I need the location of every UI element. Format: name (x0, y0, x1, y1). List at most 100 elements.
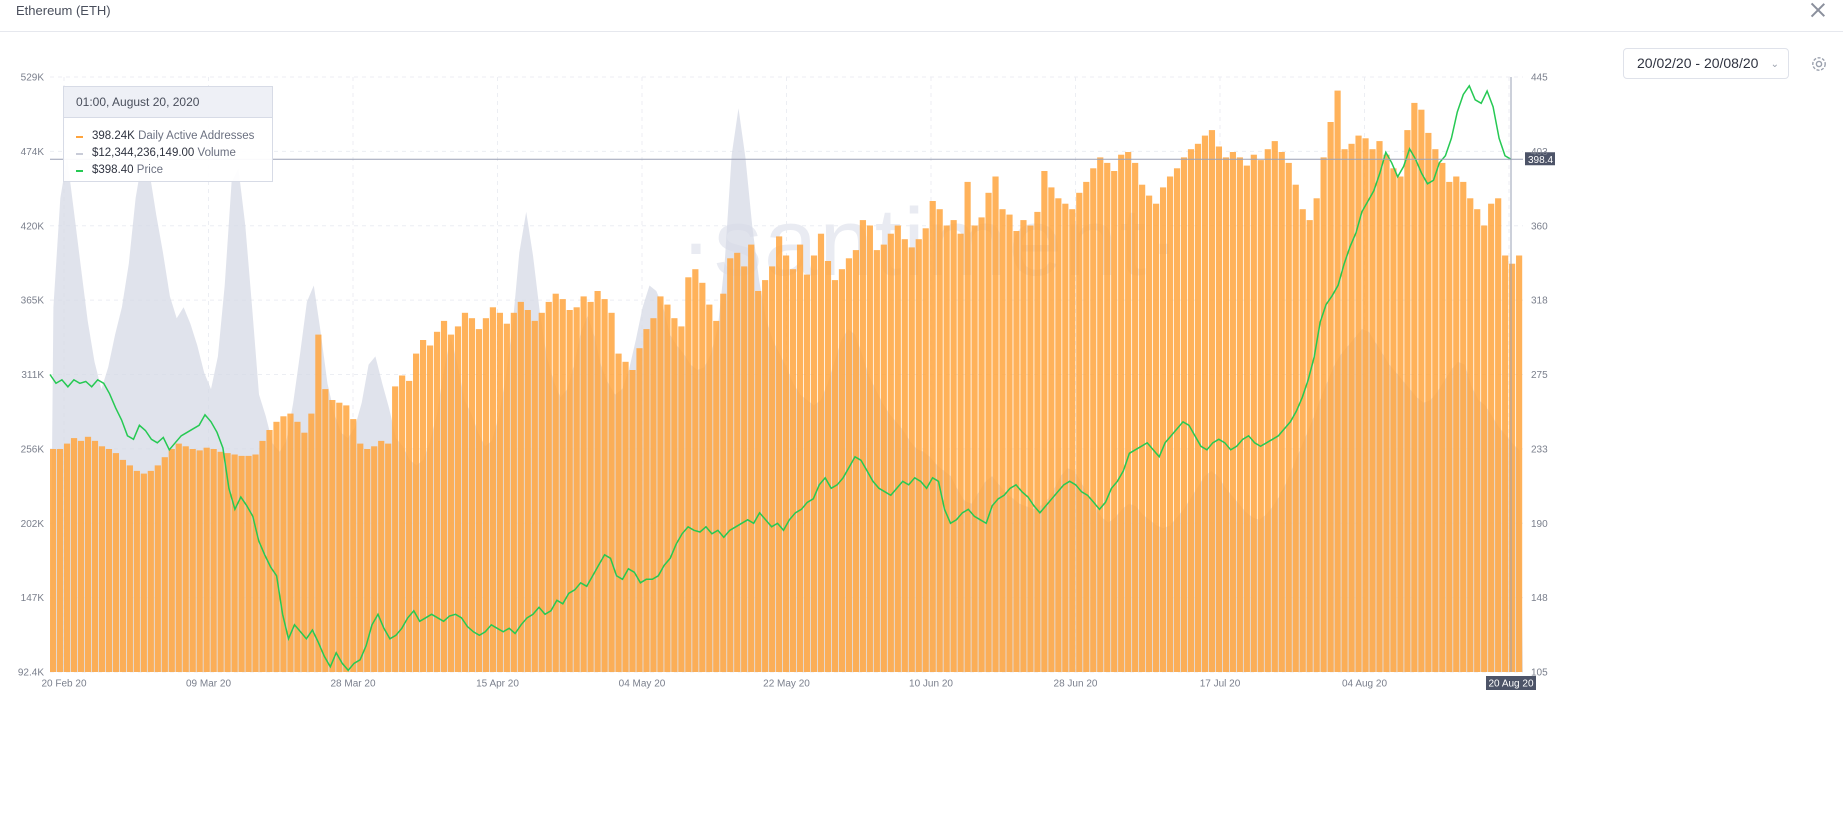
bar (433, 331, 441, 672)
bar (1418, 109, 1425, 672)
y-left-tick-label: 529K (21, 73, 45, 84)
bar (803, 274, 811, 672)
bar (573, 307, 580, 672)
bar (985, 192, 992, 673)
bar (769, 266, 776, 672)
bar (594, 291, 601, 672)
price-series (49, 84, 1512, 672)
bar (1027, 225, 1034, 672)
bar (1118, 154, 1125, 672)
bar (671, 318, 678, 672)
bar (838, 269, 846, 672)
tooltip-value: 398.24K (92, 130, 135, 142)
bar (378, 440, 385, 672)
bar (364, 449, 371, 672)
bar (1390, 168, 1397, 673)
bar (1139, 184, 1146, 672)
bar (608, 312, 615, 672)
bar (1271, 141, 1278, 673)
bar (1467, 198, 1474, 673)
bar (1020, 220, 1027, 672)
bar (1446, 181, 1453, 672)
bar (999, 209, 1006, 672)
y-right-tick-label: 445 (1531, 73, 1548, 84)
y-axis-right: 445 403 360 318 275 233 190 148 105 (1531, 73, 1548, 679)
y-left-tick-label: 365K (21, 296, 45, 307)
bar (1111, 171, 1118, 672)
bar (1041, 171, 1048, 672)
bar (98, 446, 106, 672)
bar (538, 312, 545, 672)
bar (524, 310, 531, 672)
x-tick-label: 28 Jun 20 (1054, 679, 1098, 690)
x-current-date-badge (1486, 676, 1536, 690)
bar (859, 220, 866, 672)
tooltip-series-name: Price (136, 164, 163, 176)
bar (566, 310, 573, 672)
x-tick-label: 22 May 20 (763, 679, 810, 690)
x-tick-label: 09 Mar 20 (186, 679, 231, 690)
chevron-down-icon: ⌄ (1770, 59, 1779, 70)
bar (1076, 192, 1083, 673)
bar (385, 443, 392, 672)
bar (399, 375, 406, 672)
bar (280, 416, 287, 672)
y-right-tick-label: 275 (1531, 370, 1548, 381)
bar (1376, 141, 1383, 673)
bar (601, 299, 608, 672)
bar (734, 252, 741, 673)
bar (489, 307, 496, 672)
bar (699, 282, 706, 672)
bar (657, 296, 664, 672)
bar (950, 220, 957, 672)
y-right-tick-label: 148 (1531, 593, 1548, 604)
bar (559, 299, 566, 672)
y-right-tick-label: 360 (1531, 221, 1548, 232)
bar (475, 329, 483, 672)
bar (454, 326, 462, 672)
tooltip-row-daa: 398.24K Daily Active Addresses (64, 128, 272, 145)
bar (1229, 152, 1236, 672)
bar (1348, 143, 1355, 673)
bar (852, 250, 859, 672)
bar (1278, 152, 1285, 672)
date-range-picker[interactable]: 20/02/20 - 20/08/20 ⌄ (1623, 48, 1789, 79)
bar (1153, 203, 1160, 672)
bar (315, 334, 322, 672)
bar (91, 440, 99, 672)
bar (426, 345, 434, 672)
bar (224, 453, 231, 672)
bar (63, 443, 71, 672)
bar (1404, 130, 1411, 673)
bar (776, 236, 783, 672)
bar (1222, 157, 1229, 672)
bar (1055, 198, 1062, 673)
bar (1481, 225, 1488, 672)
bar (643, 329, 650, 672)
x-axis: 20 Feb 20 09 Mar 20 28 Mar 20 15 Apr 20 04 M… (41, 676, 1536, 690)
x-tick-label: 15 Apr 20 (476, 679, 519, 690)
bar (943, 225, 950, 672)
bar (1299, 209, 1306, 672)
bar (105, 449, 113, 672)
bar (1034, 211, 1041, 672)
bar (622, 361, 629, 672)
bar (1166, 176, 1174, 672)
gear-icon[interactable] (1808, 53, 1830, 75)
bar (1104, 162, 1111, 672)
legend-swatch-price (76, 170, 83, 172)
price-marker-label: 398.4 (1528, 155, 1553, 166)
y-right-tick-label: 190 (1531, 519, 1548, 530)
bar (817, 233, 825, 672)
bar (901, 239, 908, 672)
bar (238, 455, 245, 672)
bar (1292, 184, 1299, 672)
bar (1432, 149, 1439, 672)
bar (1453, 176, 1460, 672)
bar (636, 348, 643, 672)
bar (1146, 195, 1153, 672)
bar (1257, 160, 1264, 672)
bar (796, 244, 804, 672)
price-line (49, 84, 1512, 672)
